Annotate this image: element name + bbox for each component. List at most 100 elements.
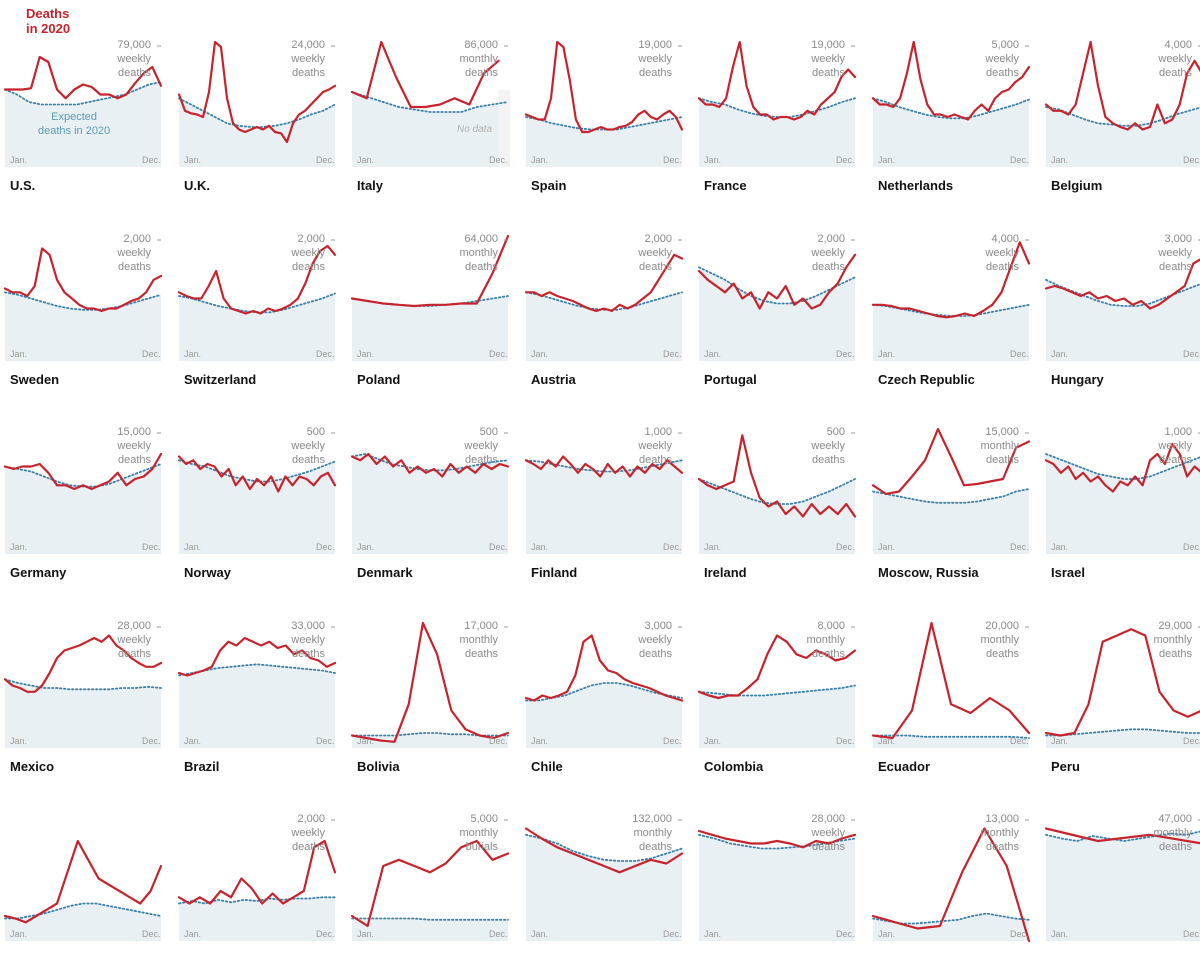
chart-panel: 2,000 weekly deaths Jan. Dec. bbox=[177, 784, 337, 964]
chart-panel: 500 weekly deaths Jan. Dec. Ireland bbox=[697, 397, 857, 580]
expected-area bbox=[1046, 107, 1200, 167]
chart-panel: 2,000 weekly deaths Jan. Dec. Portugal bbox=[697, 204, 857, 387]
axis-end-label: Dec. bbox=[663, 736, 682, 746]
chart-panel: 5,000 weekly deaths Jan. Dec. Netherlands bbox=[871, 10, 1031, 193]
axis-end-label: Dec. bbox=[142, 349, 161, 359]
expected-deaths-line bbox=[1045, 106, 1200, 127]
country-name: Sweden bbox=[10, 372, 60, 387]
axis-start-label: Jan. bbox=[531, 736, 549, 746]
expected-deaths-line bbox=[1045, 830, 1200, 842]
axis-end-label: Dec. bbox=[1183, 349, 1200, 359]
axis-start-label: Jan. bbox=[878, 542, 896, 552]
expected-area bbox=[873, 735, 1029, 748]
actual-deaths-line bbox=[697, 829, 857, 849]
chart-panel: 132,000 monthly deaths Jan. Dec. bbox=[524, 784, 684, 964]
chart-panel: 79,000 weekly deaths Jan. Dec. U.S. Deaths i… bbox=[3, 6, 163, 193]
expected-deaths-line bbox=[178, 663, 336, 677]
chart-panel: 86,000 monthly deaths No data Jan. Dec. Ital… bbox=[350, 10, 510, 193]
axis-start-label: Jan. bbox=[704, 929, 722, 939]
no-data-label: No data bbox=[457, 124, 493, 135]
actual-deaths-line bbox=[3, 634, 163, 693]
expected-area bbox=[352, 733, 508, 748]
chart-panel: 17,000 monthly deaths Jan. Dec. Bolivia bbox=[350, 591, 510, 774]
expected-area bbox=[699, 98, 855, 167]
expected-deaths-line bbox=[872, 734, 1030, 739]
expected-deaths-line bbox=[525, 833, 683, 862]
axis-end-label: Dec. bbox=[316, 155, 335, 165]
actual-deaths-line bbox=[524, 40, 684, 134]
axis-start-label: Jan. bbox=[704, 736, 722, 746]
actual-deaths-line bbox=[524, 455, 684, 478]
axis-end-label: Dec. bbox=[142, 155, 161, 165]
chart-panel: 29,000 monthly deaths Jan. Dec. Peru bbox=[1044, 591, 1200, 774]
country-name: Netherlands bbox=[878, 178, 954, 193]
country-name: U.K. bbox=[184, 178, 210, 193]
chart-plot bbox=[350, 621, 510, 748]
actual-deaths-line bbox=[697, 40, 857, 121]
chart-plot bbox=[697, 819, 857, 941]
chart-panel: 500 weekly deaths Jan. Dec. Denmark bbox=[350, 397, 510, 580]
actual-deaths-line bbox=[697, 253, 857, 310]
expected-deaths-line bbox=[4, 291, 162, 311]
axis-start-label: Jan. bbox=[1051, 736, 1069, 746]
chart-plot bbox=[1044, 626, 1200, 748]
chart-panel: 1,000 weekly deaths Jan. Dec. Israel bbox=[1044, 397, 1200, 580]
expected-deaths-line bbox=[351, 91, 509, 113]
axis-start-label: Jan. bbox=[1051, 349, 1069, 359]
chart-plot bbox=[697, 239, 857, 361]
expected-area bbox=[526, 117, 682, 167]
expected-deaths-line bbox=[872, 488, 1030, 504]
chart-plot bbox=[177, 239, 337, 361]
actual-deaths-line bbox=[3, 55, 163, 100]
chart-panel: 15,000 weekly deaths Jan. Dec. Germany bbox=[3, 397, 163, 580]
axis-end-label: Dec. bbox=[489, 929, 508, 939]
country-name: Brazil bbox=[184, 759, 220, 774]
expected-area bbox=[1046, 279, 1200, 361]
axis-end-label: Dec. bbox=[836, 736, 855, 746]
actual-deaths-line bbox=[1044, 258, 1200, 310]
country-name: Germany bbox=[10, 565, 67, 580]
expected-area bbox=[699, 267, 855, 361]
axis-end-label: Dec. bbox=[1010, 155, 1029, 165]
expected-area bbox=[5, 903, 161, 941]
expected-area bbox=[1046, 729, 1200, 748]
actual-deaths-line bbox=[350, 234, 510, 308]
chart-panel: 2,000 weekly deaths Jan. Dec. Austria bbox=[524, 204, 684, 387]
actual-deaths-line bbox=[350, 839, 510, 928]
country-name: Belgium bbox=[1051, 178, 1103, 193]
chart-plot bbox=[3, 839, 163, 941]
country-name: Bolivia bbox=[357, 759, 400, 774]
chart-panel: 2,000 weekly deaths Jan. Dec. Switzerland bbox=[177, 204, 337, 387]
expected-area bbox=[873, 98, 1029, 167]
country-name: Spain bbox=[531, 178, 567, 193]
expected-area bbox=[526, 292, 682, 361]
expected-area bbox=[352, 296, 508, 361]
expected-area bbox=[352, 918, 508, 941]
chart-plot bbox=[177, 40, 337, 167]
axis-end-label: Dec. bbox=[316, 736, 335, 746]
axis-start-label: Jan. bbox=[357, 929, 375, 939]
chart-panel: 47,000 monthly deaths Jan. Dec. bbox=[1044, 784, 1200, 964]
chart-plot bbox=[871, 239, 1031, 361]
expected-deaths-line bbox=[698, 684, 856, 697]
axis-end-label: Dec. bbox=[663, 929, 682, 939]
chart-plot bbox=[524, 432, 684, 554]
country-name: Ireland bbox=[704, 565, 747, 580]
country-name: Austria bbox=[531, 372, 576, 387]
chart-panel: 24,000 weekly deaths Jan. Dec. U.K. bbox=[177, 10, 337, 193]
legend-deaths-label: Deaths in 2020 bbox=[26, 6, 71, 36]
axis-start-label: Jan. bbox=[704, 349, 722, 359]
axis-start-label: Jan. bbox=[357, 349, 375, 359]
actual-deaths-line bbox=[697, 634, 857, 700]
expected-area bbox=[873, 489, 1029, 554]
chart-plot bbox=[524, 40, 684, 167]
axis-end-label: Dec. bbox=[1010, 929, 1029, 939]
chart-panel: 5,000 monthly burials Jan. Dec. bbox=[350, 784, 510, 964]
chart-panel: 15,000 monthly deaths Jan. Dec. Moscow, Rus… bbox=[871, 397, 1031, 580]
chart-plot bbox=[3, 432, 163, 554]
country-name: Chile bbox=[531, 759, 563, 774]
axis-start-label: Jan. bbox=[357, 736, 375, 746]
expected-area bbox=[5, 292, 161, 361]
actual-deaths-line bbox=[1044, 40, 1200, 131]
expected-deaths-line bbox=[525, 116, 683, 131]
